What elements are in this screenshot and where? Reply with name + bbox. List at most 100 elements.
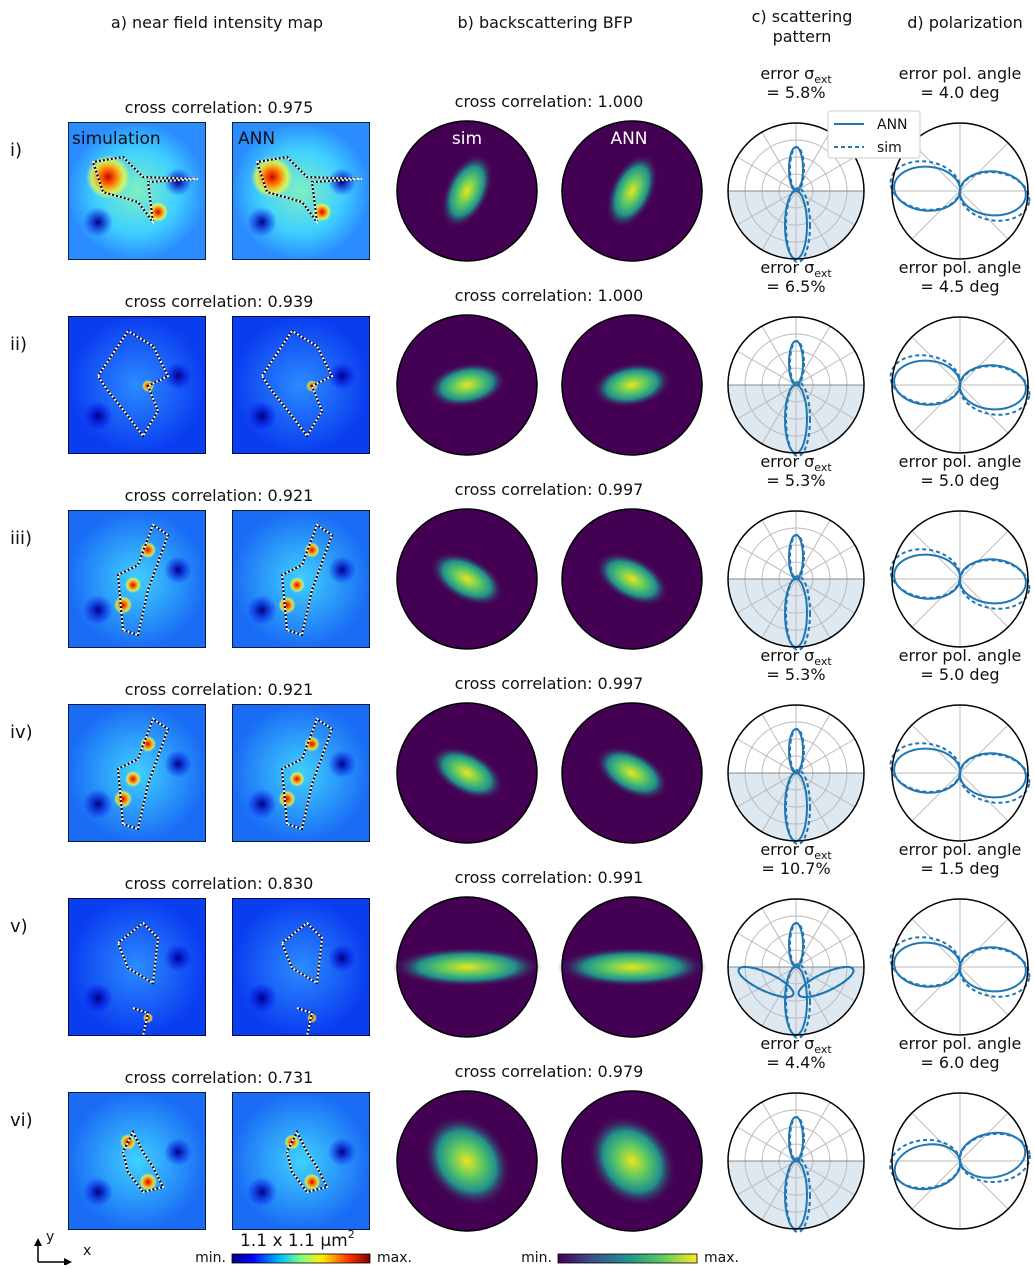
error-label: error σext [760,258,832,280]
bfp-spot [592,362,672,408]
lobe [785,769,811,845]
bfp-spot [427,362,507,408]
error-label: error pol. angle [899,64,1022,83]
hotspot [114,596,132,614]
lobe [889,548,962,599]
rows: i) cross correlation: 0.975 cross correlat… [10,64,1031,1233]
hotspot [289,577,305,593]
error-value: = 5.0 deg [920,665,999,684]
colorbar-max: max. [377,1250,412,1265]
row: ii) cross correlation: 0.939 cross correla… [10,258,1031,457]
lobe [789,922,805,968]
error-label: error σext [760,646,832,668]
polar-border [727,898,865,1036]
near-field-map [232,1092,370,1230]
map-shadow [83,207,113,237]
bfp-spot [587,1114,677,1208]
outline [121,1129,165,1194]
polar-plot [727,1092,865,1233]
cross-correlation: cross correlation: 0.921 [125,486,314,505]
error-value: = 6.5% [766,277,825,296]
scale-sup: 2 [348,1228,355,1241]
polar-plot [727,704,865,845]
error-label: error pol. angle [899,646,1022,665]
error-label: error σext [760,452,832,474]
error-sub: ext [814,267,832,280]
outline [117,921,160,1036]
polar-border [727,704,865,842]
cross-correlation: cross correlation: 0.997 [455,480,644,499]
error-value: = 5.3% [766,471,825,490]
lobe [958,559,1031,610]
bfp-border [561,314,703,456]
lobe [789,146,805,192]
lobe [958,365,1031,416]
lobe [889,160,962,211]
polar-border [891,1092,1029,1230]
cross-correlation: cross correlation: 0.939 [125,292,314,311]
hotspot [125,577,141,593]
bfp-spot [595,551,669,607]
error-label: error σext [760,840,832,862]
cross-correlation: cross correlation: 1.000 [455,286,644,305]
axis-label: y [46,1229,54,1245]
near-field-map [232,316,370,454]
error-text: error σ [760,258,814,277]
lobe [889,742,962,793]
error-sub: ext [814,849,832,862]
polar-plot [727,898,865,1039]
axis-label: x [83,1243,91,1259]
cross-correlation: cross correlation: 0.997 [455,674,644,693]
map-shadow [164,362,192,390]
header: a) near field intensity map [111,13,323,32]
map-shadow [164,750,192,778]
error-value: = 5.3% [766,665,825,684]
colorbar-min: min. [195,1250,226,1265]
error-text: error σ [760,64,814,83]
row-label: vi) [10,1110,33,1131]
near-field-map [68,122,206,260]
lobe [785,575,811,651]
header: b) backscattering BFP [457,13,632,32]
error-label: error pol. angle [899,258,1022,277]
row: iii) cross correlation: 0.921 cross correl… [10,452,1031,651]
hotspot [278,596,296,614]
outline [91,155,199,226]
header: d) polarization [907,13,1023,32]
colorbars: min. max. min. max. [195,1250,739,1266]
lobe [958,753,1031,804]
map-shadow [83,983,113,1013]
scale-text: 1.1 x 1.1 μm [240,1231,348,1251]
row: iv) cross correlation: 0.921 cross correla… [10,646,1031,845]
error-value: = 1.5 deg [920,859,999,878]
lobe [785,187,811,263]
cross-correlation: cross correlation: 0.731 [125,1068,314,1087]
map-shadow [247,595,277,625]
error-label: error pol. angle [899,1034,1022,1053]
lobe [889,936,962,987]
y-arrow-head [34,1238,42,1246]
legend-label: ANN [877,117,908,133]
error-text: error σ [760,1034,814,1053]
hotspot [140,542,156,558]
polar-border [727,316,865,454]
cross-correlation: cross correlation: 0.975 [125,98,314,117]
lobe [958,1132,1031,1184]
map-shadow [328,944,356,972]
bfp-border [561,120,703,262]
cross-correlation: cross correlation: 1.000 [455,92,644,111]
panel-label: ANN [610,129,647,149]
map-shadow [83,401,113,431]
error-label: error σext [760,64,832,86]
error-value: = 4.0 deg [920,83,999,102]
near-field-map [68,704,206,842]
outline [285,1129,329,1194]
scale-label: 1.1 x 1.1 μm2 [240,1228,355,1251]
error-label: error pol. angle [899,452,1022,471]
bfp-border [396,1090,538,1232]
hotspot [289,771,305,787]
colorbar-min: min. [521,1250,552,1265]
row-label: ii) [10,334,27,355]
polar-border [727,1092,865,1230]
